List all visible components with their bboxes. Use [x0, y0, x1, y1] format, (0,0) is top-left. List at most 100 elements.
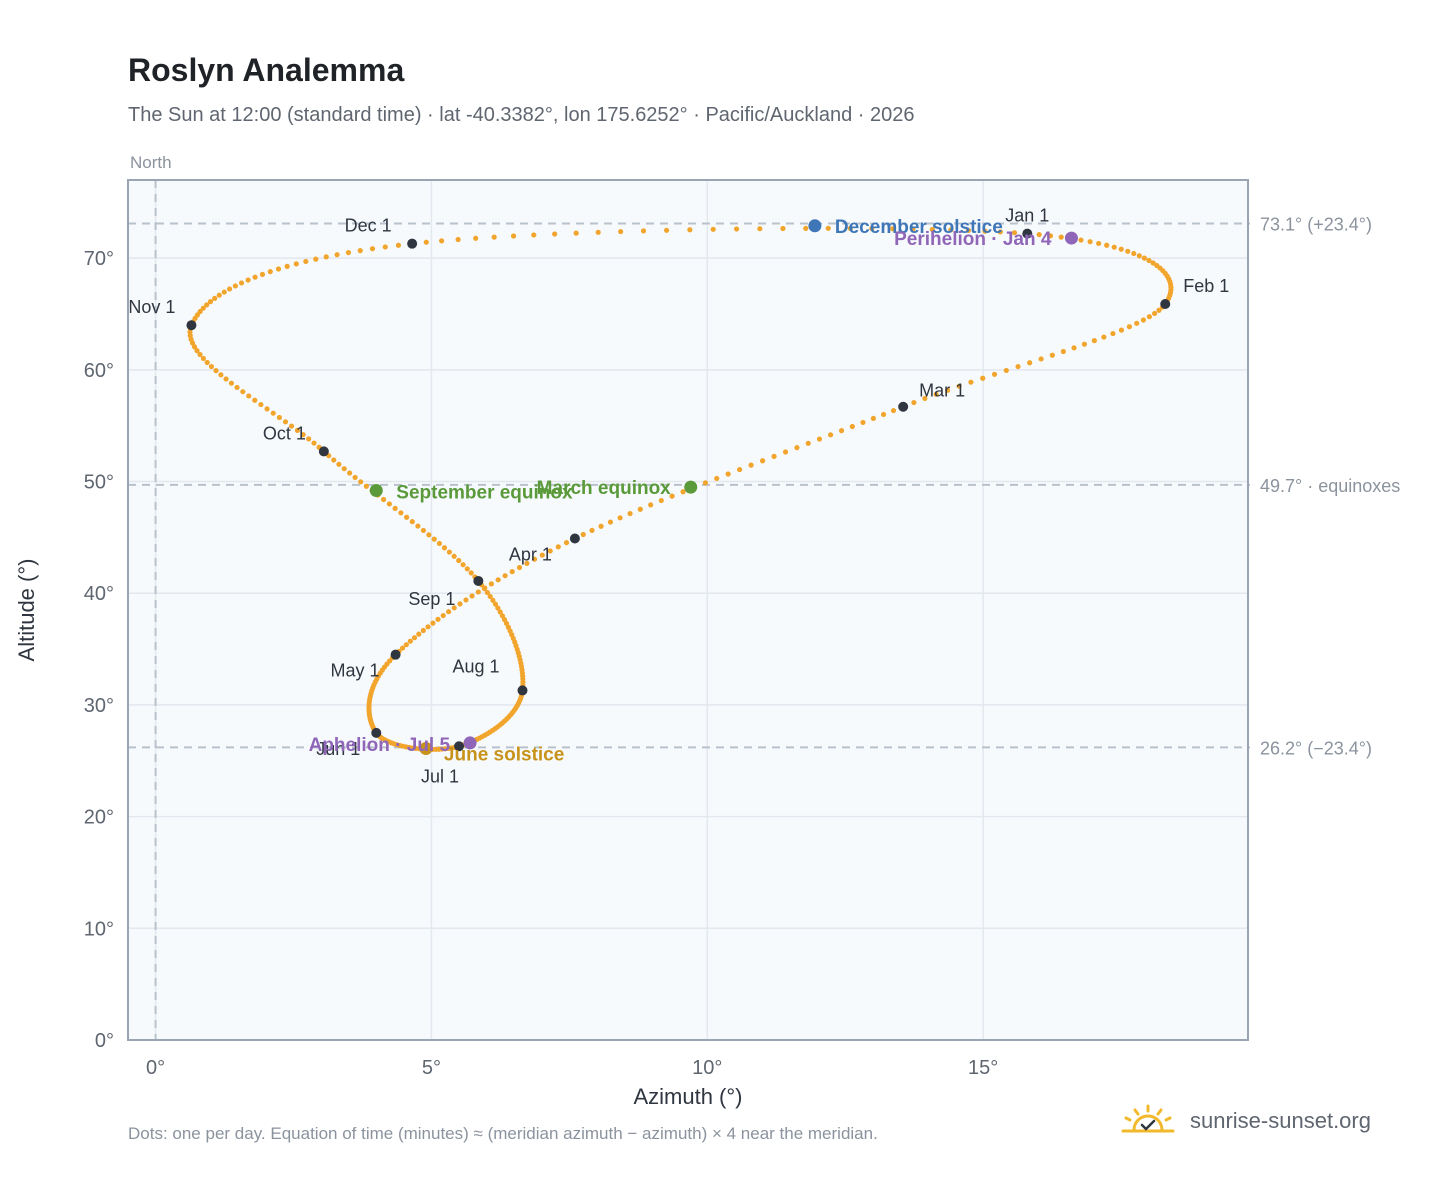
- day-dot: [849, 423, 855, 430]
- day-dot: [392, 505, 398, 511]
- day-dot: [313, 256, 319, 262]
- day-dot: [658, 497, 664, 504]
- day-dot: [640, 228, 647, 234]
- day-dot: [246, 393, 252, 399]
- day-dot: [399, 645, 406, 651]
- day-dot: [870, 415, 876, 422]
- day-dot: [369, 246, 376, 252]
- day-dot: [816, 436, 823, 442]
- day-dot: [1150, 260, 1156, 266]
- day-dot: [1078, 237, 1084, 243]
- day-dot: [922, 395, 928, 402]
- event-label: June solstice: [444, 744, 564, 765]
- y-tick-label: 70°: [84, 248, 114, 270]
- day-dot: [725, 471, 731, 477]
- day-dot: [1134, 320, 1140, 326]
- day-dot: [275, 266, 282, 272]
- y-tick-label: 20°: [84, 807, 114, 829]
- day-dot: [288, 423, 295, 429]
- reference-line-label: 73.1° (+23.4°): [1260, 215, 1372, 235]
- day-dot: [1146, 314, 1152, 320]
- month-marker: [517, 685, 528, 696]
- day-dot: [252, 274, 258, 280]
- day-dot: [648, 502, 654, 508]
- y-tick-label: 60°: [84, 360, 114, 382]
- day-dot: [490, 597, 496, 603]
- day-dot: [451, 553, 457, 559]
- day-dot: [282, 419, 289, 425]
- day-dot: [1136, 253, 1142, 259]
- day-dot: [441, 545, 448, 551]
- event-label: December solstice: [835, 217, 1003, 238]
- day-dot: [218, 372, 224, 378]
- day-dot: [258, 401, 264, 408]
- event-label: September equinox: [396, 482, 573, 503]
- day-dot: [1038, 356, 1044, 362]
- chart-title: Roslyn Analemma: [128, 52, 405, 88]
- day-dot: [425, 624, 431, 630]
- day-dot: [1071, 345, 1077, 351]
- day-dot: [460, 562, 466, 568]
- day-dot: [484, 589, 491, 596]
- month-marker: [318, 446, 329, 457]
- month-label: Sep 1: [408, 589, 455, 609]
- day-dot: [552, 231, 558, 237]
- month-marker: [454, 741, 465, 752]
- day-dot: [216, 292, 222, 298]
- day-dot: [197, 351, 203, 358]
- day-dot: [331, 457, 337, 463]
- day-dot: [589, 527, 595, 534]
- day-dot: [270, 410, 276, 416]
- day-dot: [475, 589, 481, 595]
- month-label: Feb 1: [1183, 276, 1229, 296]
- day-dot: [347, 470, 353, 476]
- day-dot: [407, 638, 413, 644]
- day-dot: [232, 283, 238, 289]
- day-dot: [415, 523, 421, 529]
- day-dot: [436, 540, 443, 547]
- brand[interactable]: sunrise-sunset.org: [1120, 1104, 1371, 1138]
- day-dot: [276, 414, 282, 421]
- day-dot: [423, 239, 429, 245]
- day-dot: [212, 295, 218, 301]
- day-dot: [463, 597, 469, 603]
- day-dot: [200, 355, 207, 362]
- day-dot: [860, 419, 866, 426]
- day-dot: [531, 556, 538, 562]
- day-dot: [803, 225, 809, 231]
- day-dot: [382, 244, 388, 250]
- day-dot: [306, 436, 312, 442]
- day-dot: [473, 235, 479, 241]
- event-label: Aphelion · Jul 5: [309, 735, 451, 756]
- day-dot: [618, 228, 624, 235]
- month-marker: [569, 533, 580, 544]
- day-dot: [1110, 330, 1116, 337]
- day-dot: [435, 616, 441, 622]
- month-label: Dec 1: [345, 216, 392, 236]
- day-dot: [395, 242, 402, 248]
- day-dot: [416, 631, 422, 637]
- day-dot: [1058, 234, 1064, 240]
- day-dot: [1096, 240, 1102, 247]
- day-dot: [617, 515, 623, 521]
- day-dot: [481, 586, 488, 592]
- sun-logo-icon: [1121, 1104, 1175, 1133]
- day-dot: [757, 226, 763, 232]
- day-dot: [259, 271, 266, 277]
- day-dot: [208, 363, 215, 370]
- day-dot: [207, 299, 214, 305]
- day-dot: [782, 449, 789, 455]
- day-dot: [252, 397, 258, 403]
- day-dot: [880, 411, 887, 418]
- day-dot: [531, 232, 537, 238]
- day-dot: [1091, 338, 1097, 344]
- plot-frame: [127, 179, 1249, 1041]
- day-dot: [663, 227, 670, 233]
- month-marker: [898, 401, 909, 412]
- chart-footnote: Dots: one per day. Equation of time (min…: [128, 1124, 878, 1143]
- day-dot: [1111, 244, 1117, 250]
- day-dot: [398, 510, 404, 516]
- day-dot: [488, 581, 494, 587]
- day-dot: [547, 548, 553, 554]
